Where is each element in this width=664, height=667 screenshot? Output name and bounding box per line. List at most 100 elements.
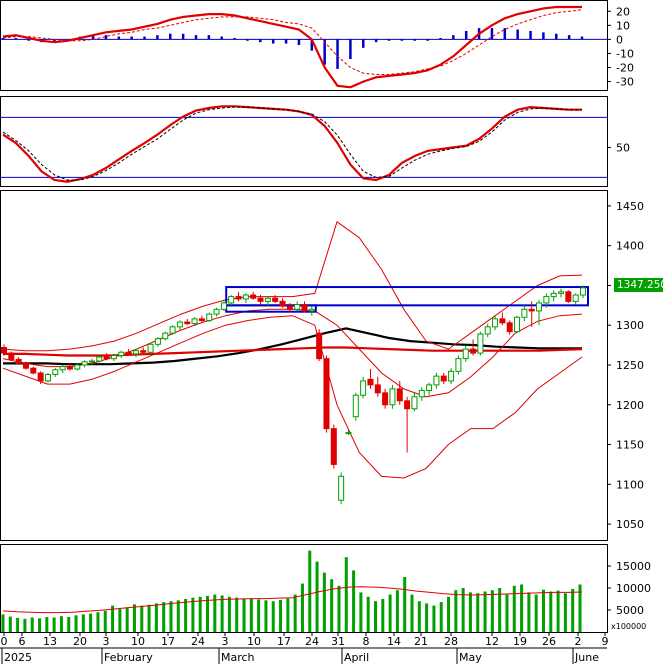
volume-bar: [549, 591, 553, 632]
candle-body: [162, 332, 169, 340]
x-day-label: 13: [43, 635, 57, 648]
candle-body: [506, 322, 513, 333]
candle-body: [66, 366, 73, 370]
x-day-label: 17: [277, 635, 291, 648]
price-bb-upper-line: [2, 220, 583, 352]
volume-tick-label: 15000: [616, 560, 651, 573]
x-day-label: 21: [414, 635, 428, 648]
volume-bar: [483, 591, 487, 632]
volume-bar: [366, 596, 370, 632]
volume-bar: [249, 599, 253, 632]
volume-bar: [213, 594, 217, 632]
candle-body: [389, 388, 396, 406]
x-day-label: 31: [331, 635, 345, 648]
volume-bar: [403, 577, 407, 632]
candle-body: [521, 308, 528, 318]
candle-body: [514, 316, 521, 333]
candle-body: [580, 287, 586, 296]
x-day-label: 14: [387, 635, 401, 648]
candle-body: [565, 291, 572, 302]
price-tick-label: 1050: [616, 518, 644, 531]
price-bb-lower-line: [2, 315, 583, 479]
x-day-label: 10: [131, 635, 145, 648]
x-day-label: 3: [222, 635, 229, 648]
candle-body: [228, 296, 235, 304]
volume-bar: [74, 615, 78, 632]
price-tick-label: 1300: [616, 319, 644, 332]
volume-bar: [330, 579, 334, 632]
volume-bar: [103, 610, 107, 632]
x-day-label: 10: [247, 635, 261, 648]
volume-bar: [147, 604, 151, 632]
volume-bar: [1, 614, 5, 632]
volume-bar: [89, 613, 93, 632]
volume-bar: [315, 561, 319, 632]
candle-body: [492, 318, 499, 328]
candle-body: [462, 348, 469, 360]
price-tick-label: 1200: [616, 399, 644, 412]
volume-bar: [468, 592, 472, 632]
candle-body: [426, 384, 433, 391]
volume-bar: [162, 602, 166, 632]
candle-body: [37, 372, 44, 382]
volume-bar: [300, 583, 304, 632]
candle-body: [74, 364, 81, 370]
volume-bar: [191, 597, 195, 632]
candle-body: [96, 356, 103, 362]
rsi-panel-frame: [0, 96, 608, 187]
candle-body: [169, 326, 176, 334]
x-month-label: March: [221, 651, 255, 664]
candle-body: [330, 428, 337, 465]
volume-bar: [520, 584, 524, 632]
x-day-label: 9: [602, 635, 609, 648]
candle-body: [30, 367, 37, 374]
volume-bar: [257, 599, 261, 632]
macd-line: [2, 9, 583, 75]
x-day-label: 17: [161, 635, 175, 648]
volume-bar: [293, 594, 297, 632]
candle-body: [220, 302, 227, 310]
macd-line: [2, 5, 582, 89]
price-panel-frame: [0, 190, 608, 541]
volume-bar: [439, 602, 443, 632]
x-day-label: 24: [191, 635, 205, 648]
price-tick-label: 1250: [616, 359, 644, 372]
candle-body: [110, 354, 117, 360]
volume-bar: [454, 590, 458, 632]
candle-body: [323, 358, 330, 430]
candle-body: [448, 370, 455, 382]
x-day-label: 20: [73, 635, 87, 648]
volume-bar: [417, 601, 421, 632]
volume-bar: [512, 585, 516, 632]
volume-bar: [81, 614, 85, 632]
volume-bar: [556, 590, 560, 632]
candle-body: [118, 351, 125, 356]
candle-body: [250, 294, 257, 299]
candle-body: [316, 332, 323, 360]
volume-bar: [505, 594, 509, 632]
volume-bar: [45, 617, 49, 632]
last-price-label: 1347.250: [614, 278, 663, 292]
candle-body: [301, 304, 308, 312]
x-day-label: 19: [513, 635, 527, 648]
candle-body: [272, 297, 279, 302]
candle-body: [81, 361, 88, 366]
candle-body: [103, 356, 110, 360]
candle-body: [433, 375, 440, 386]
x-month-label: April: [344, 651, 369, 664]
x-month-label: February: [104, 651, 153, 664]
macd-panel-frame: [0, 0, 608, 91]
candle-body: [191, 318, 198, 325]
candle-body: [125, 351, 132, 355]
candle-body: [257, 297, 264, 302]
volume-bar: [410, 594, 414, 632]
volume-bar: [432, 605, 436, 632]
volume-bar: [359, 592, 363, 632]
macd-tick-label: 20: [616, 5, 630, 18]
volume-bar: [125, 607, 129, 632]
candle-body: [242, 294, 249, 300]
volume-bar: [352, 570, 356, 632]
volume-bar: [96, 612, 100, 632]
volume-bar: [198, 596, 202, 632]
